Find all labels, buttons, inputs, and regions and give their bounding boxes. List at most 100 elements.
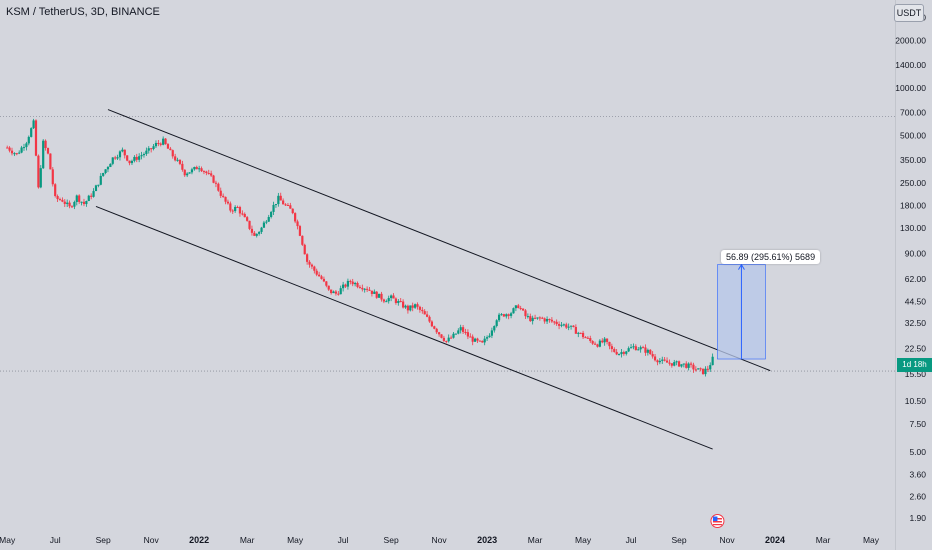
candle	[133, 155, 136, 163]
candle-body	[409, 305, 412, 311]
candle-body	[656, 360, 659, 363]
candle-body	[99, 175, 102, 185]
candle-body	[193, 166, 196, 170]
candle-body	[677, 361, 681, 367]
candle-body	[577, 332, 580, 334]
candle-body	[500, 314, 503, 316]
candle	[361, 284, 364, 292]
candle-body	[562, 324, 565, 326]
candle	[387, 295, 390, 304]
candle-body	[565, 324, 568, 328]
candle-body	[238, 207, 242, 214]
candle-body	[198, 168, 201, 170]
candle	[637, 346, 640, 351]
candle-body	[644, 347, 647, 353]
candle-body	[162, 138, 165, 145]
candle-body	[526, 316, 529, 318]
candle-body	[560, 324, 563, 326]
candle	[202, 170, 206, 175]
candle-body	[222, 195, 225, 197]
candle	[169, 146, 172, 151]
candle-body	[397, 301, 400, 303]
candle	[622, 350, 625, 356]
y-tick-label: 350.00	[900, 155, 926, 165]
candle	[308, 260, 311, 268]
candle-body	[668, 362, 671, 364]
candle	[677, 360, 681, 367]
candle-body	[514, 305, 517, 309]
candle	[620, 349, 623, 358]
candle	[414, 303, 417, 309]
candle	[226, 199, 230, 205]
candle-body	[589, 338, 592, 342]
candle-body	[598, 340, 601, 347]
candle	[332, 290, 335, 294]
candle	[701, 368, 705, 375]
candle-body	[303, 244, 306, 255]
candle	[248, 220, 251, 231]
x-tick-label: Nov	[432, 535, 448, 545]
candle	[294, 212, 297, 224]
candle	[70, 205, 74, 208]
candle	[426, 311, 429, 318]
candle	[706, 365, 709, 372]
candle	[330, 289, 333, 295]
candle-body	[118, 151, 122, 158]
candle-body	[596, 344, 599, 347]
candle	[210, 170, 213, 177]
candle-body	[464, 331, 467, 333]
candle-body	[512, 308, 515, 314]
candle-body	[569, 325, 573, 327]
candle-body	[567, 326, 570, 328]
candle	[334, 290, 338, 296]
candle	[430, 320, 434, 328]
candle-body	[174, 156, 177, 161]
candle	[73, 200, 76, 210]
candle	[560, 322, 563, 328]
symbol-title[interactable]: KSM / TetherUS, 3D, BINANCE	[6, 6, 160, 18]
candle	[181, 160, 184, 172]
y-tick-label: 10.50	[905, 396, 927, 406]
candle-body	[73, 201, 76, 207]
candle	[649, 349, 652, 355]
candle	[473, 337, 477, 342]
candle-body	[399, 301, 402, 303]
candle	[183, 169, 186, 177]
candle-body	[584, 337, 587, 339]
candle	[418, 305, 422, 313]
candle	[615, 348, 618, 356]
y-tick-label: 180.00	[900, 201, 926, 211]
candle-body	[531, 317, 534, 322]
candle	[291, 208, 294, 215]
candle	[382, 298, 386, 304]
candle-body	[164, 138, 167, 145]
candle-body	[250, 228, 254, 233]
y-tick-label: 62.00	[905, 274, 927, 284]
candle	[394, 297, 398, 305]
candle-body	[529, 316, 532, 322]
candle-body	[555, 321, 558, 325]
y-tick-label: 250.00	[900, 178, 926, 188]
candle	[541, 316, 544, 319]
candle-body	[536, 317, 539, 319]
x-tick-label: May	[0, 535, 16, 545]
candle	[493, 325, 496, 333]
candle	[104, 169, 107, 175]
candle	[565, 322, 568, 329]
candle	[121, 147, 124, 153]
currency-unit-button[interactable]: USDT	[894, 4, 924, 22]
candle-body	[591, 341, 594, 344]
candle-body	[639, 347, 642, 350]
candle-body	[58, 199, 62, 201]
candle-body	[97, 184, 100, 186]
y-tick-label: 1.90	[909, 513, 926, 523]
candle-body	[440, 334, 443, 338]
candle-body	[402, 301, 405, 308]
candle-body	[579, 332, 582, 334]
candle-body	[505, 314, 508, 317]
channel-trendline	[107, 109, 771, 372]
candle	[603, 336, 606, 346]
candle	[627, 346, 630, 353]
candle	[553, 320, 556, 325]
